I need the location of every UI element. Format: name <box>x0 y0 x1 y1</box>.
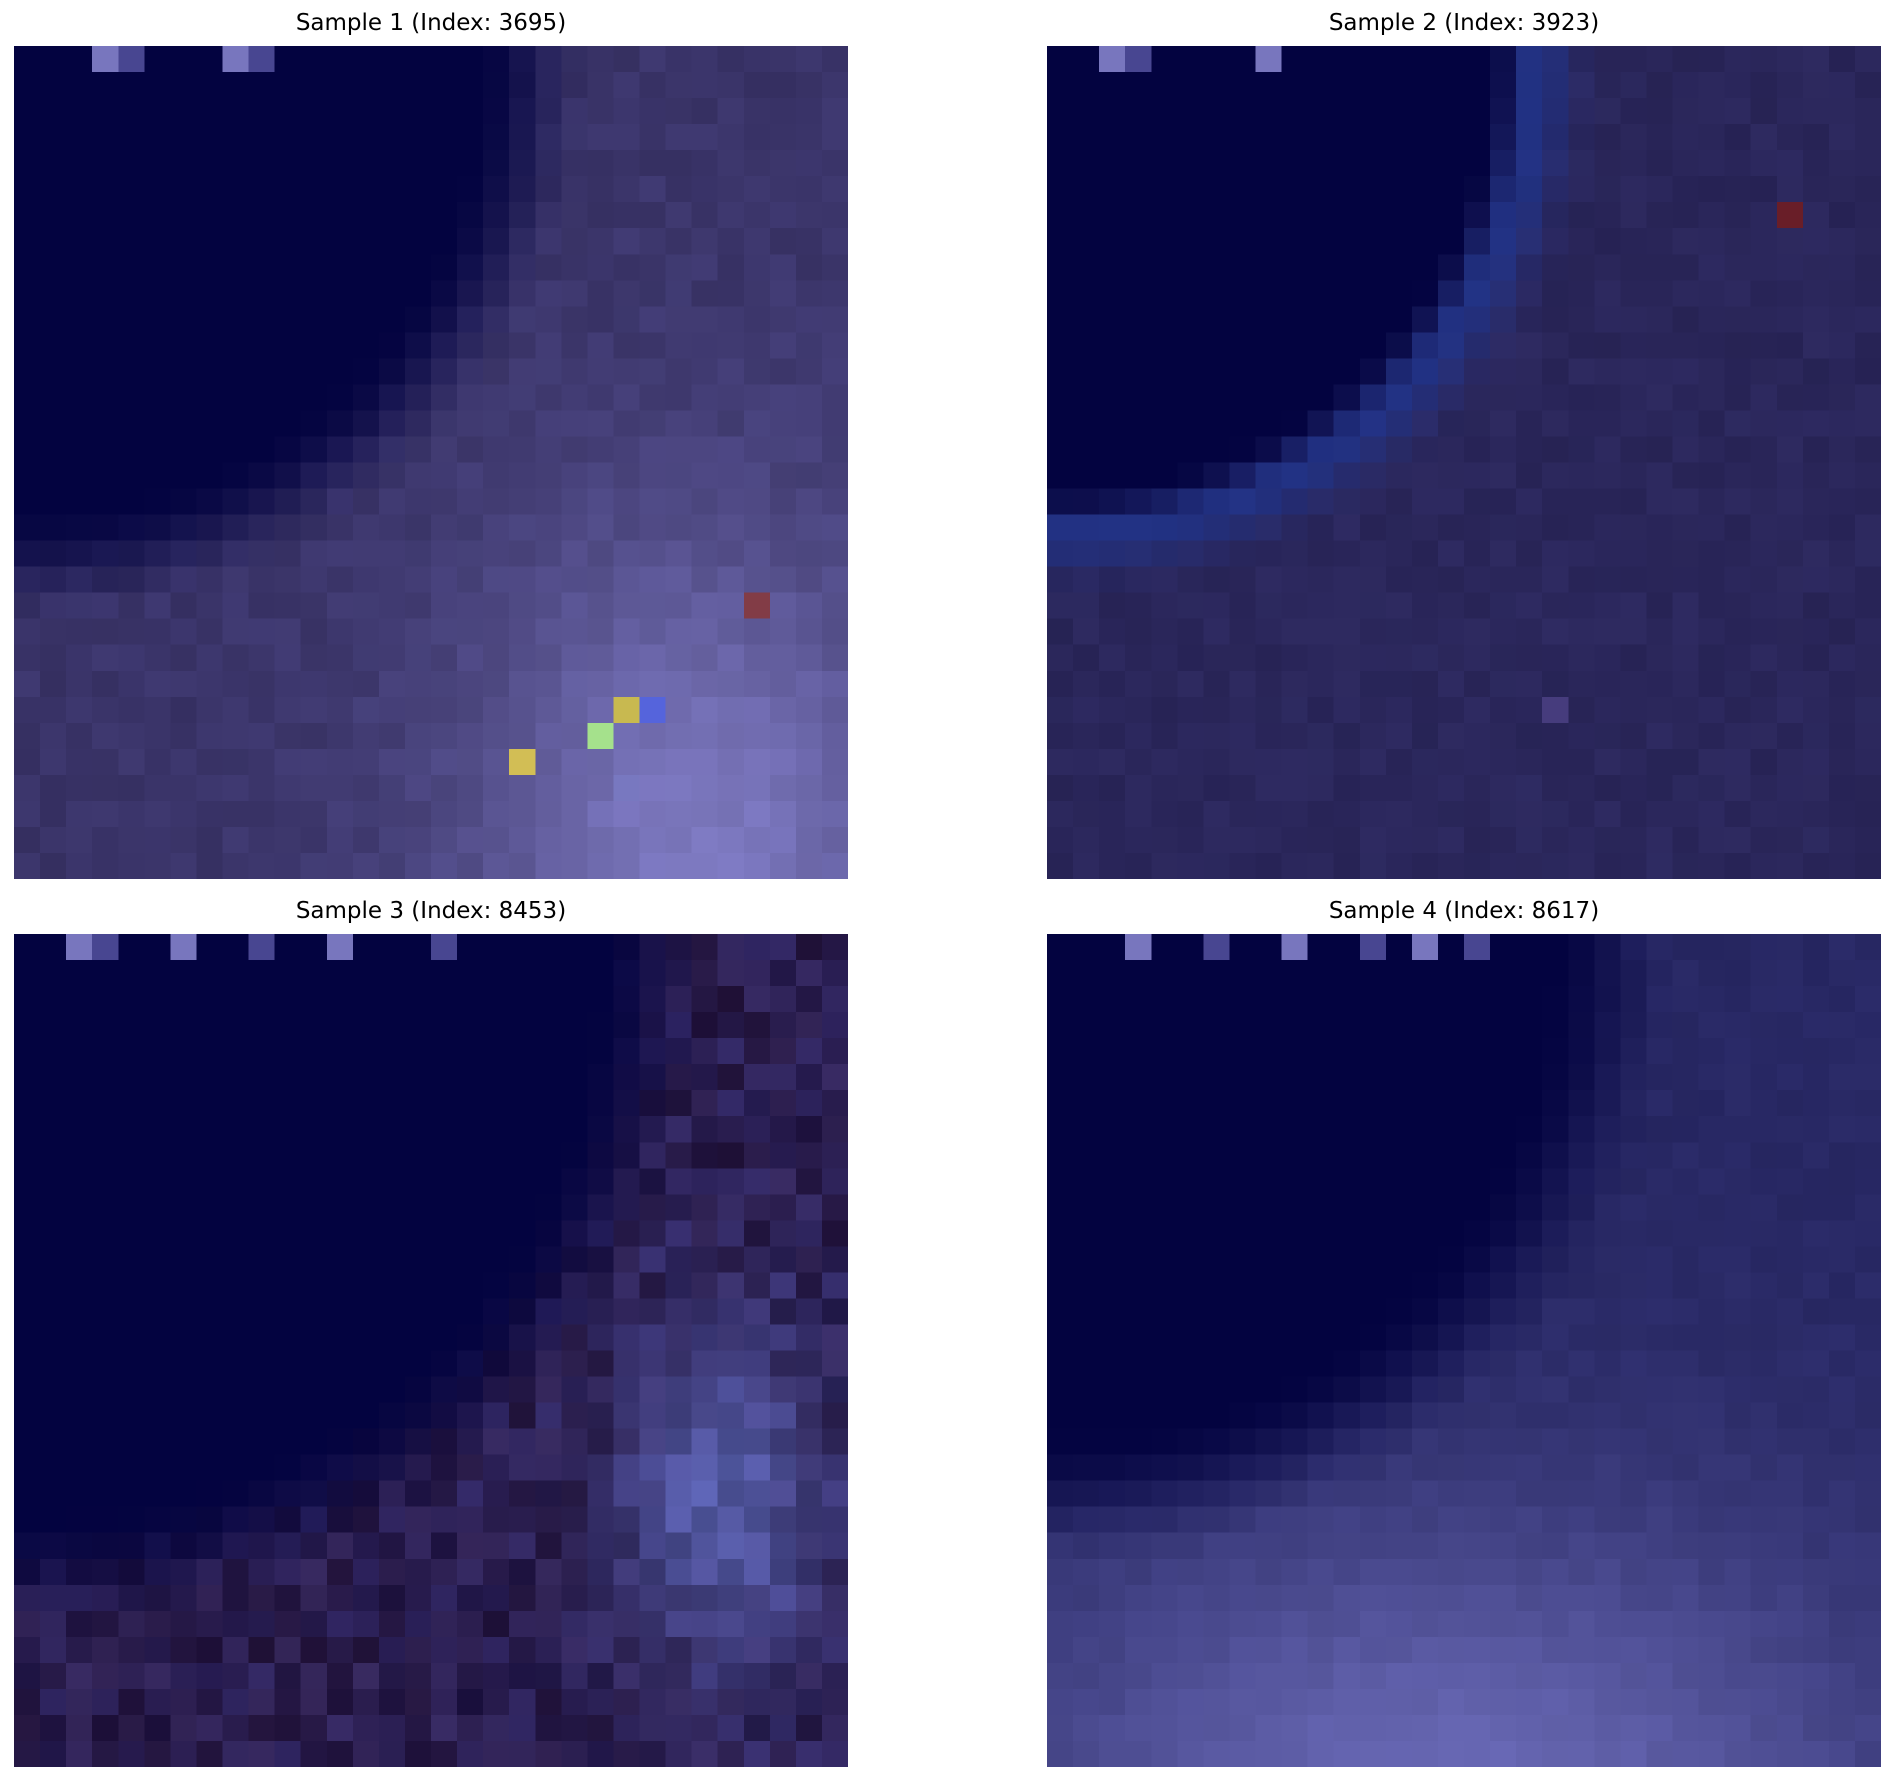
sample-image-2 <box>1047 46 1881 879</box>
sample-title-1: Sample 1 (Index: 3695) <box>295 10 567 36</box>
sample-panel-2: Sample 2 (Index: 3923) <box>1047 0 1881 880</box>
sample-title-2: Sample 2 (Index: 3923) <box>1328 10 1600 36</box>
sample-panel-3: Sample 3 (Index: 8453) <box>14 888 848 1768</box>
sample-image-1 <box>14 46 848 879</box>
sample-image-4 <box>1047 934 1881 1767</box>
sample-image-3 <box>14 934 848 1767</box>
sample-title-4: Sample 4 (Index: 8617) <box>1328 898 1600 924</box>
sample-panel-4: Sample 4 (Index: 8617) <box>1047 888 1881 1768</box>
sample-panel-1: Sample 1 (Index: 3695) <box>14 0 848 880</box>
sample-title-3: Sample 3 (Index: 8453) <box>295 898 567 924</box>
